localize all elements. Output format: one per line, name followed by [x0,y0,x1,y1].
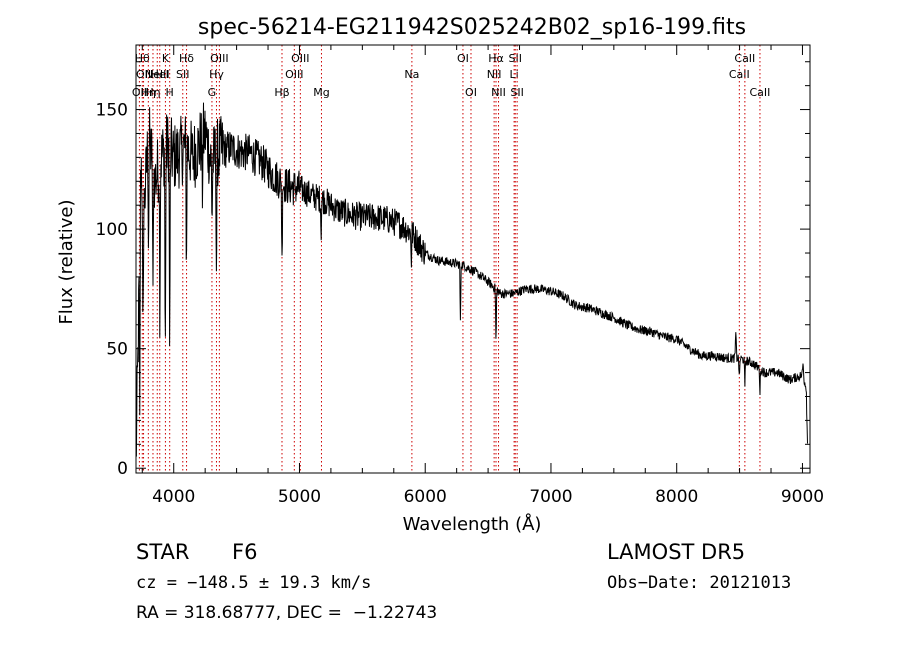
line-marker-label: HeI [151,68,169,81]
y-tick-label: 0 [117,459,128,479]
survey-name: LAMOST DR5 [607,540,746,564]
x-tick-label: 4000 [152,487,195,507]
coordinates: RA = 318.68777, DEC = −1.22743 [136,603,438,623]
line-marker-label: Hδ [179,52,194,65]
chart-title: spec-56214-EG211942S025242B02_sp16-199.f… [198,15,746,40]
line-marker-label: Hη [141,86,156,99]
axes: 4000 5000 6000 7000 8000 9000 0 50 100 150 [96,45,824,507]
line-marker-label: SII [509,52,522,65]
subclass: F6 [232,540,258,564]
line-marker-label: CaII [734,52,755,65]
line-marker-label: G [208,86,217,99]
x-tick-label: 6000 [404,487,447,507]
line-markers: OIIHθOIIHηHηNeIIIHeIKHSIIHδGHγOIIIHβOIII… [132,45,770,473]
line-marker-label: H [166,86,174,99]
plot-frame [135,44,811,474]
line-marker-label: Hβ [274,86,289,99]
line-marker-label: SII [176,68,189,81]
line-marker-label: Na [404,68,419,81]
line-marker-label: Hη [145,86,160,99]
line-marker-label: NeIII [145,68,170,81]
line-marker-label: K [162,52,170,65]
line-marker-label: CaII [729,68,750,81]
spectrum-series [135,102,808,457]
y-tick-label: 50 [106,340,128,360]
line-marker-label: Hθ [135,52,150,65]
x-axis-label: Wavelength (Å) [403,513,542,535]
x-tick-label: 8000 [655,487,698,507]
line-marker-label: SII [510,86,523,99]
y-axis-label: Flux (relative) [56,199,77,324]
x-tick-label: 5000 [278,487,321,507]
line-marker-label: NII [491,86,506,99]
line-marker-label: OI [465,86,477,99]
y-tick-label: 150 [96,101,128,121]
line-marker-label: CaII [749,86,770,99]
x-tick-label: 7000 [529,487,572,507]
line-marker-label: OI [457,52,469,65]
object-class: STAR [136,540,190,564]
line-marker-label: NII [487,68,502,81]
line-marker-label: Hγ [209,68,224,81]
y-tick-label: 100 [96,220,128,240]
line-marker-label: OIII [291,52,309,65]
line-marker-label: OIII [210,52,228,65]
line-marker-label: Hα [488,52,504,65]
observation-date: Obs−Date: 20121013 [607,573,792,593]
line-marker-label: OIII [285,68,303,81]
redshift-velocity: cz = −148.5 ± 19.3 km/s [136,573,372,593]
line-marker-label: Li [510,68,519,81]
x-tick-label: 9000 [781,487,824,507]
line-marker-label: Mg [313,86,329,99]
line-marker-label: OII [136,68,151,81]
spectrum-line [135,102,808,457]
